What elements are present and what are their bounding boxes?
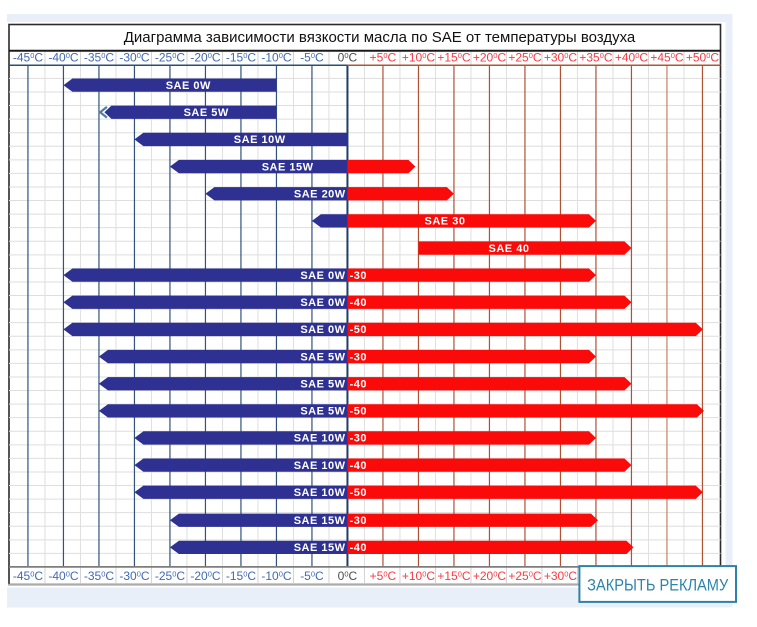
svg-text:-40: -40 bbox=[350, 379, 367, 391]
svg-text:-400C: -400C bbox=[48, 51, 79, 65]
svg-text:-450C: -450C bbox=[13, 51, 44, 65]
svg-text:-40: -40 bbox=[350, 460, 367, 472]
svg-text:-100C: -100C bbox=[261, 51, 292, 65]
svg-text:-50C: -50C bbox=[300, 51, 324, 65]
svg-text:-30: -30 bbox=[350, 515, 367, 527]
svg-text:-30: -30 bbox=[350, 270, 367, 282]
svg-text:+400C: +400C bbox=[615, 51, 649, 65]
svg-text:-50: -50 bbox=[350, 324, 367, 336]
svg-text:-40: -40 bbox=[350, 297, 367, 309]
svg-text:-100C: -100C bbox=[261, 569, 292, 583]
svg-text:-150C: -150C bbox=[226, 569, 257, 583]
svg-text:SAE 15W: SAE 15W bbox=[294, 542, 346, 554]
svg-text:SAE 40: SAE 40 bbox=[489, 243, 530, 255]
svg-text:-350C: -350C bbox=[84, 569, 115, 583]
svg-text:-250C: -250C bbox=[155, 569, 186, 583]
svg-text:+100C: +100C bbox=[402, 569, 436, 583]
svg-text:-300C: -300C bbox=[119, 51, 150, 65]
svg-text:SAE 0W: SAE 0W bbox=[300, 324, 345, 336]
svg-text:SAE 5W: SAE 5W bbox=[184, 107, 229, 119]
svg-text:+250C: +250C bbox=[508, 51, 542, 65]
svg-text:SAE 10W: SAE 10W bbox=[294, 433, 346, 445]
svg-text:+500C: +500C bbox=[686, 51, 720, 65]
svg-text:+200C: +200C bbox=[473, 569, 507, 583]
svg-text:SAE 10W: SAE 10W bbox=[294, 487, 346, 499]
svg-text:SAE 30: SAE 30 bbox=[425, 216, 466, 228]
svg-text:-30: -30 bbox=[350, 351, 367, 363]
svg-text:+350C: +350C bbox=[579, 51, 613, 65]
svg-text:+50C: +50C bbox=[370, 51, 397, 65]
svg-text:-200C: -200C bbox=[190, 569, 221, 583]
svg-text:-30: -30 bbox=[350, 433, 367, 445]
svg-text:SAE 15W: SAE 15W bbox=[262, 161, 314, 173]
svg-text:-50: -50 bbox=[350, 487, 367, 499]
svg-text:-350C: -350C bbox=[84, 51, 115, 65]
svg-text:SAE 10W: SAE 10W bbox=[234, 134, 286, 146]
svg-text:Диаграмма зависимости вязкости: Диаграмма зависимости вязкости масла по … bbox=[124, 29, 636, 46]
svg-text:-400C: -400C bbox=[48, 569, 79, 583]
svg-text:+150C: +150C bbox=[437, 569, 471, 583]
svg-text:+200C: +200C bbox=[473, 51, 507, 65]
svg-text:00C: 00C bbox=[338, 51, 358, 65]
svg-text:SAE 5W: SAE 5W bbox=[300, 351, 345, 363]
svg-text:+100C: +100C bbox=[402, 51, 436, 65]
svg-text:SAE 15W: SAE 15W bbox=[294, 515, 346, 527]
svg-text:SAE 5W: SAE 5W bbox=[300, 406, 345, 418]
svg-text:-450C: -450C bbox=[13, 569, 44, 583]
svg-text:SAE 5W: SAE 5W bbox=[300, 379, 345, 391]
svg-text:00C: 00C bbox=[338, 569, 358, 583]
svg-text:SAE 0W: SAE 0W bbox=[300, 297, 345, 309]
svg-text:-150C: -150C bbox=[226, 51, 257, 65]
svg-text:-300C: -300C bbox=[119, 569, 150, 583]
svg-text:-200C: -200C bbox=[190, 51, 221, 65]
svg-text:+50C: +50C bbox=[370, 569, 397, 583]
svg-text:+300C: +300C bbox=[544, 51, 578, 65]
svg-text:SAE 10W: SAE 10W bbox=[294, 460, 346, 472]
svg-text:-50: -50 bbox=[350, 406, 367, 418]
svg-text:-250C: -250C bbox=[155, 51, 186, 65]
svg-text:SAE 0W: SAE 0W bbox=[300, 270, 345, 282]
svg-text:-50C: -50C bbox=[300, 569, 324, 583]
svg-text:+150C: +150C bbox=[437, 51, 471, 65]
svg-text:+450C: +450C bbox=[650, 51, 684, 65]
svg-text:+300C: +300C bbox=[544, 569, 578, 583]
svg-text:SAE 0W: SAE 0W bbox=[166, 80, 211, 92]
svg-text:+250C: +250C bbox=[508, 569, 542, 583]
svg-text:SAE 20W: SAE 20W bbox=[294, 189, 346, 201]
svg-text:-40: -40 bbox=[350, 542, 367, 554]
svg-text:ЗАКРЫТЬ РЕКЛАМУ: ЗАКРЫТЬ РЕКЛАМУ bbox=[587, 576, 729, 594]
